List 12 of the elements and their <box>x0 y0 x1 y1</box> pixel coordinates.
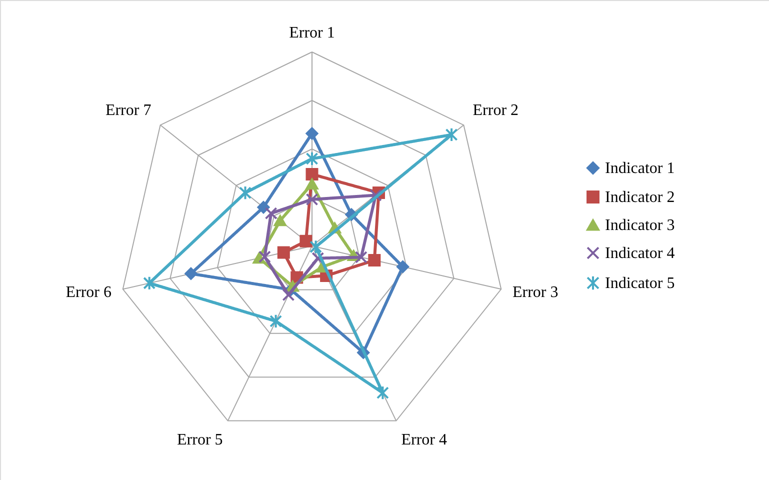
spoke-label: Error 5 <box>177 431 223 448</box>
spoke-label: Error 4 <box>401 431 447 448</box>
spoke-label: Error 2 <box>472 102 519 119</box>
spoke-label: Error 6 <box>66 284 112 301</box>
legend-label: Indicator 5 <box>605 275 675 292</box>
legend-label: Indicator 4 <box>605 245 675 262</box>
spoke-label: Error 3 <box>512 284 558 301</box>
spoke-label: Error 7 <box>105 102 152 119</box>
legend-label: Indicator 3 <box>605 217 675 234</box>
legend-label: Indicator 2 <box>605 189 675 206</box>
legend-label: Indicator 1 <box>605 160 675 177</box>
spoke-label: Error 1 <box>289 24 335 42</box>
